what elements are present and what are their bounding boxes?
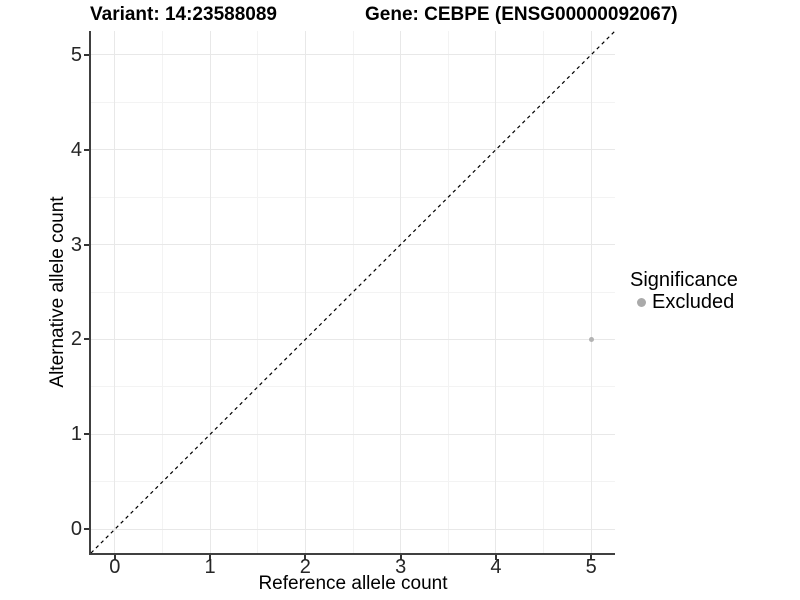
major-gridline-x — [209, 31, 211, 553]
major-gridline-x — [400, 31, 402, 553]
major-gridline-y — [91, 528, 615, 530]
x-tick-mark — [113, 555, 116, 560]
major-gridline-x — [495, 31, 497, 553]
x-tick-label: 3 — [395, 556, 407, 578]
major-gridline-x — [304, 31, 306, 553]
major-gridline-y — [91, 149, 615, 151]
legend: Significance Excluded — [630, 269, 738, 313]
minor-gridline-x — [447, 31, 449, 553]
plot-title-gene: Gene: CEBPE (ENSG00000092067) — [365, 4, 678, 25]
major-gridline-y — [91, 433, 615, 435]
y-tick-mark — [84, 53, 89, 56]
legend-item-excluded: Excluded — [630, 291, 738, 313]
y-tick-label: 0 — [70, 518, 82, 541]
plot-title-variant: Variant: 14:23588089 — [90, 4, 277, 25]
x-tick-label: 5 — [585, 556, 597, 578]
minor-gridline-x — [543, 31, 545, 553]
x-tick-mark — [590, 555, 593, 560]
major-gridline-x — [114, 31, 116, 553]
major-gridline-y — [91, 54, 615, 56]
y-tick-mark — [84, 243, 89, 246]
y-tick-mark — [84, 433, 89, 436]
y-tick-mark — [84, 528, 89, 531]
x-tick-mark — [304, 555, 307, 560]
identity-dashed-line — [90, 30, 616, 554]
y-tick-label: 1 — [70, 423, 82, 446]
x-tick-mark — [494, 555, 497, 560]
y-tick-label: 3 — [70, 233, 82, 256]
plot-panel — [89, 30, 616, 555]
minor-gridline-y — [91, 196, 615, 198]
x-tick-label: 2 — [299, 556, 311, 578]
x-tick-mark — [209, 555, 212, 560]
data-point — [588, 336, 594, 342]
major-gridline-x — [590, 31, 592, 553]
legend-item-label: Excluded — [652, 291, 735, 313]
x-tick-label: 0 — [109, 556, 121, 578]
y-tick-mark — [84, 148, 89, 151]
y-tick-label: 5 — [70, 43, 82, 66]
major-gridline-y — [91, 338, 615, 340]
y-axis-title: Alternative allele count — [47, 196, 68, 388]
minor-gridline-y — [91, 291, 615, 293]
x-tick-mark — [399, 555, 402, 560]
legend-title: Significance — [630, 269, 738, 291]
x-axis-title: Reference allele count — [258, 573, 448, 594]
minor-gridline-y — [91, 101, 615, 103]
y-tick-label: 4 — [70, 138, 82, 161]
major-gridline-y — [91, 244, 615, 246]
y-tick-mark — [84, 338, 89, 341]
x-tick-label: 1 — [204, 556, 216, 578]
y-tick-label: 2 — [70, 328, 82, 351]
excluded-point-icon — [637, 297, 646, 307]
x-tick-label: 4 — [490, 556, 502, 578]
